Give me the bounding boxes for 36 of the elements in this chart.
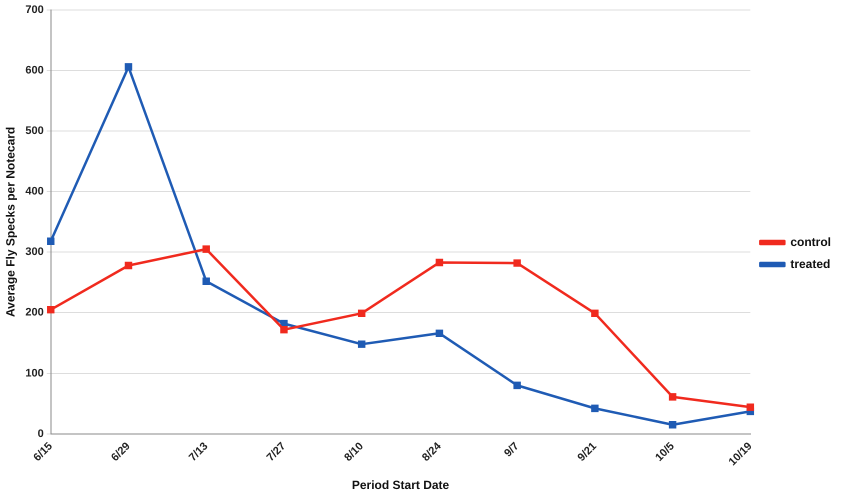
point: [280, 326, 288, 334]
legend-label: treated: [790, 256, 830, 271]
y-tick-label: 500: [25, 125, 44, 138]
x-tick-label: 9/7: [502, 440, 522, 460]
point: [436, 258, 444, 266]
point: [513, 259, 521, 267]
point: [124, 262, 132, 270]
x-tick-label: 8/10: [342, 440, 366, 464]
y-tick-label: 700: [25, 4, 44, 16]
point: [746, 403, 754, 411]
legend-label: control: [790, 234, 832, 249]
point: [591, 310, 599, 318]
point: [591, 404, 599, 412]
x-tick-label: 6/15: [31, 440, 56, 464]
point: [202, 245, 210, 253]
x-tick-label: 6/29: [109, 440, 133, 464]
point: [358, 310, 366, 318]
point: [436, 330, 444, 338]
point: [47, 306, 54, 314]
point: [668, 393, 676, 401]
x-axis-title: Period Start Date: [352, 478, 450, 492]
point: [668, 420, 676, 428]
point: [202, 278, 210, 285]
y-tick-label: 600: [25, 64, 44, 77]
y-tick-label: 0: [38, 428, 44, 440]
y-tick-label: 100: [25, 367, 44, 380]
point: [124, 63, 132, 71]
x-tick-label: 7/13: [186, 440, 210, 464]
y-tick-label: 200: [25, 306, 44, 319]
point: [47, 238, 54, 245]
point: [513, 382, 521, 390]
x-tick-label: 9/21: [576, 440, 600, 464]
point: [358, 340, 366, 348]
y-axis-title: Average Fly Specks per Notecard: [4, 126, 18, 318]
y-tick-label: 300: [25, 246, 44, 258]
y-tick-label: 400: [25, 186, 44, 198]
